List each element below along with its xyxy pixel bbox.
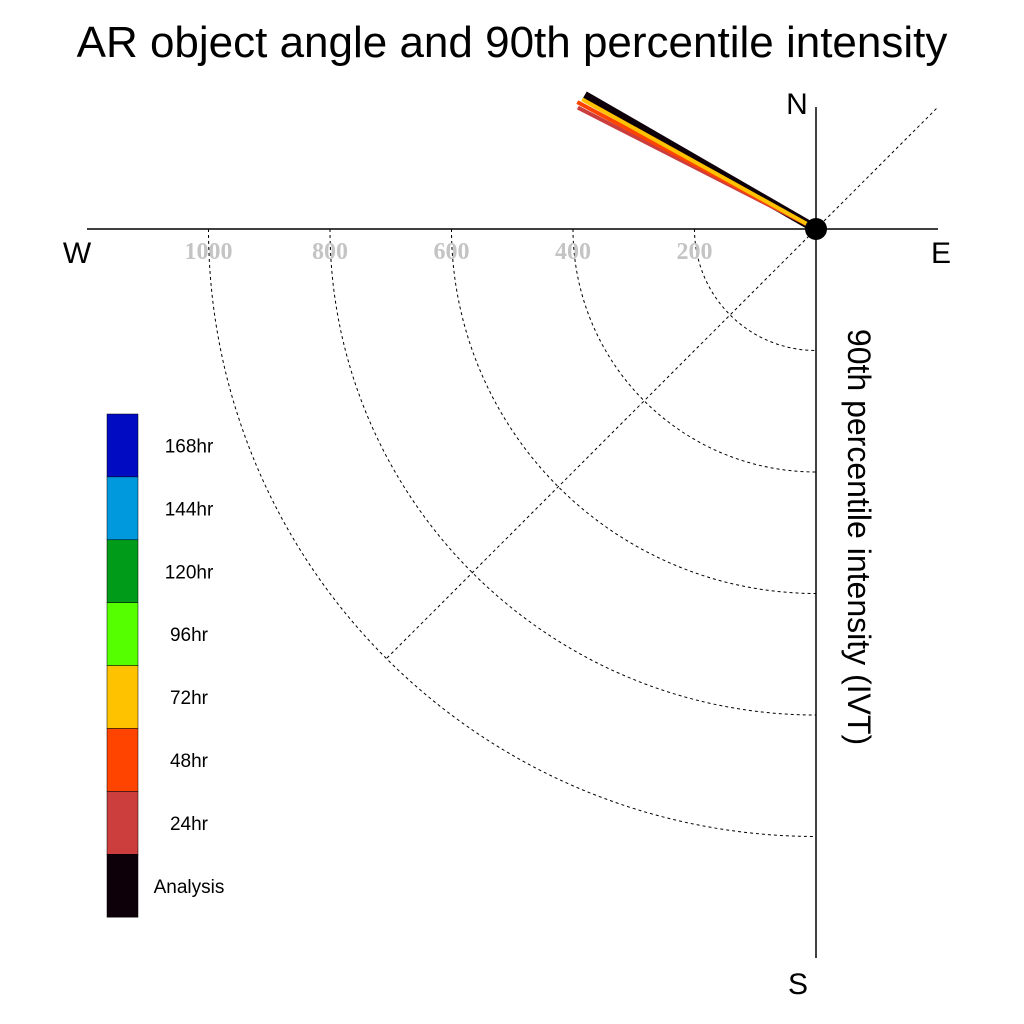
radial-arcs xyxy=(208,228,817,837)
forecast-vectors xyxy=(576,91,819,233)
legend-label: 48hr xyxy=(170,751,209,772)
diagonal-guide xyxy=(386,106,939,659)
radial-arc xyxy=(329,228,817,716)
legend-swatch xyxy=(106,476,139,541)
vector-72hr xyxy=(581,97,817,231)
radial-tick-label: 200 xyxy=(677,239,713,265)
legend-swatch xyxy=(106,854,139,918)
legend-swatch xyxy=(106,728,139,792)
chart-title: AR object angle and 90th percentile inte… xyxy=(77,18,948,67)
legend-swatch xyxy=(106,539,139,603)
radial-arc xyxy=(572,228,817,473)
legend-swatch xyxy=(106,413,139,478)
legend-label: 24hr xyxy=(170,814,209,835)
radial-tick-labels: 200 400 600 800 1000 xyxy=(185,239,713,265)
legend-label: 144hr xyxy=(165,499,214,520)
legend-swatch xyxy=(106,791,139,855)
radial-tick-label: 800 xyxy=(312,239,348,265)
y-axis-label: 90th percentile intensity (IVT) xyxy=(841,329,877,745)
legend-label: 96hr xyxy=(170,625,209,646)
radial-arc xyxy=(694,228,817,351)
radial-arc xyxy=(208,228,817,837)
compass-west-label: W xyxy=(63,237,92,270)
radial-tick-label: 600 xyxy=(434,239,470,265)
radial-arc xyxy=(451,228,817,594)
legend-label: 120hr xyxy=(165,562,214,583)
legend-swatch xyxy=(106,665,139,729)
origin-marker xyxy=(805,218,827,240)
radial-tick-label: 400 xyxy=(555,239,591,265)
legend-label: 72hr xyxy=(170,688,209,709)
legend: 168hr 144hr 120hr 96hr 72hr 48hr 24hr Analysis xyxy=(106,413,225,918)
radial-tick-label: 1000 xyxy=(185,239,233,265)
compass-south-label: S xyxy=(788,968,808,1001)
compass-north-label: N xyxy=(786,88,808,121)
legend-label: 168hr xyxy=(165,436,214,457)
legend-swatch xyxy=(106,602,139,666)
compass-east-label: E xyxy=(931,237,951,270)
legend-label: Analysis xyxy=(154,877,225,898)
